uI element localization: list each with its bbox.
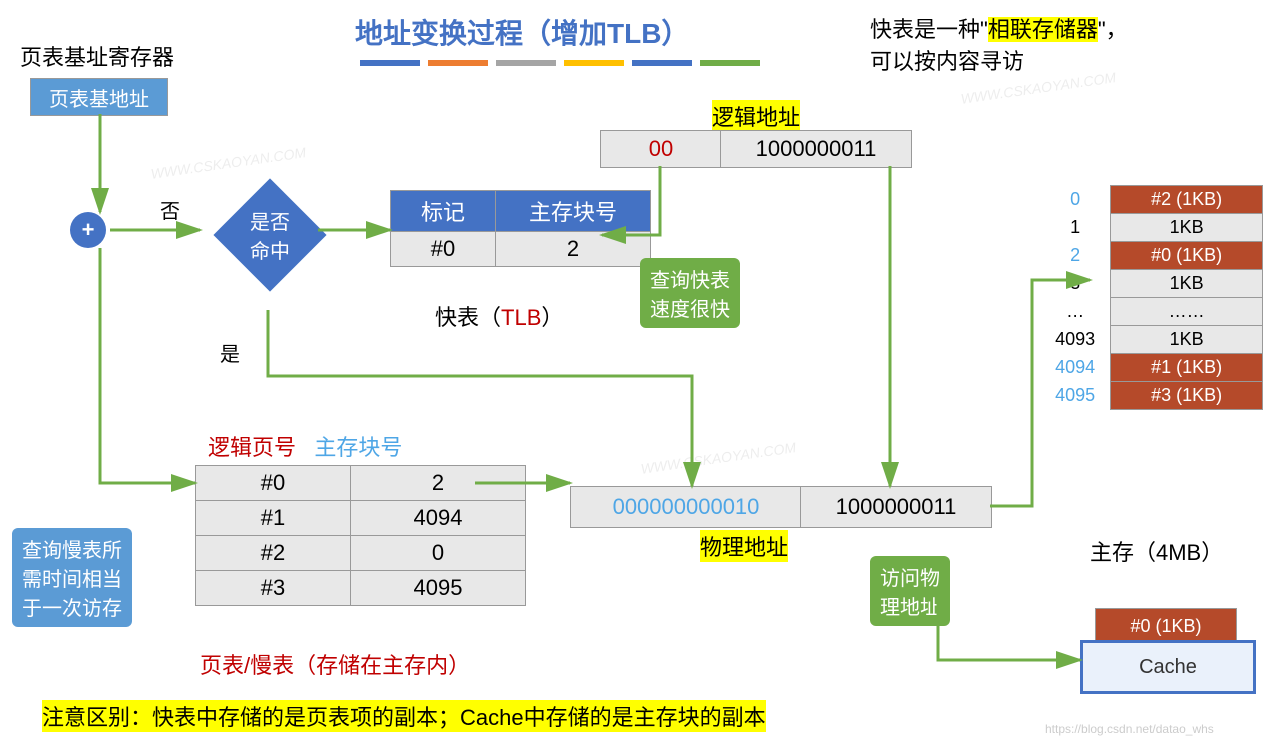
access-phys-callout: 访问物 理地址 bbox=[870, 556, 950, 626]
page-table: #02#14094#20#34095 bbox=[195, 465, 526, 606]
memory-caption: 主存（4MB） bbox=[1090, 535, 1223, 567]
ptbr-label: 页表基址寄存器 bbox=[20, 40, 174, 72]
logic-addr-label: 逻辑地址 bbox=[712, 100, 800, 132]
phys-addr-label: 物理地址 bbox=[700, 530, 788, 562]
slow-table-callout: 查询慢表所 需时间相当 于一次访存 bbox=[12, 528, 132, 627]
tlb-table: 标记主存块号#02 bbox=[390, 190, 651, 267]
diagram-canvas: { "title": {"text":"地址变换过程（增加TLB）","colo… bbox=[0, 0, 1263, 741]
url-watermark: https://blog.csdn.net/datao_whs bbox=[1045, 722, 1214, 736]
page-title: 地址变换过程（增加TLB） bbox=[355, 12, 689, 52]
label-yes: 是 bbox=[220, 338, 240, 367]
pagetable-headers: 逻辑页号 主存块号 bbox=[208, 430, 402, 462]
memory-table: 0#2 (1KB)11KB2#0 (1KB)31KB………40931KB4094… bbox=[1040, 185, 1263, 410]
note-associative-memory: 快表是一种"相联存储器"， 可以按内容寻访 bbox=[870, 12, 1128, 76]
decision-hit: 是否 命中 bbox=[213, 178, 326, 291]
bottom-note: 注意区别：快表中存储的是页表项的副本；Cache中存储的是主存块的副本 bbox=[42, 700, 766, 732]
label-no: 否 bbox=[160, 195, 180, 224]
cache-box: Cache bbox=[1080, 640, 1256, 694]
pagetable-caption: 页表/慢表（存储在主存内） bbox=[200, 648, 470, 680]
cache-block: #0 (1KB) bbox=[1095, 608, 1237, 644]
ptbr-box: 页表基地址 bbox=[30, 78, 168, 116]
adder-circle: + bbox=[70, 212, 106, 248]
tlb-caption: 快表（TLB） bbox=[435, 300, 563, 332]
tlb-fast-callout: 查询快表 速度很快 bbox=[640, 258, 740, 328]
